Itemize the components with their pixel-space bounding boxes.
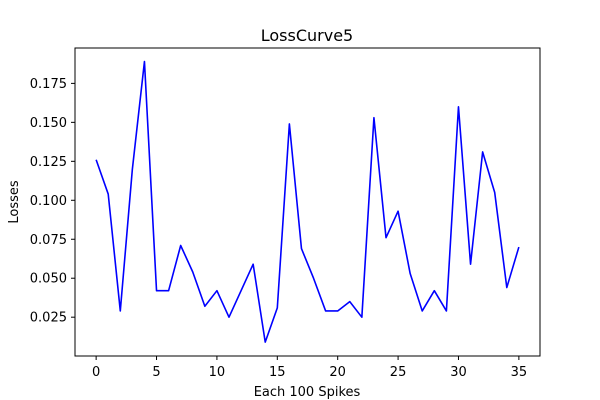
y-tick-label: 0.125 [30,155,67,170]
y-tick-label: 0.175 [30,77,67,92]
x-tick-label: 35 [511,365,528,380]
y-tick-label: 0.050 [30,272,67,287]
x-axis-label: Each 100 Spikes [254,385,361,400]
x-tick-label: 25 [390,365,407,380]
x-tick-label: 15 [269,365,286,380]
x-tick-label: 10 [209,365,226,380]
x-tick-label: 5 [152,365,160,380]
plot-area [95,60,520,343]
y-tick-label: 0.025 [30,311,67,326]
y-tick-label: 0.150 [30,116,67,131]
plot-frame [74,47,541,357]
y-axis-label: Losses [7,180,22,224]
y-tick-label: 0.100 [30,194,67,209]
x-tick-label: 0 [92,365,100,380]
chart-title: LossCurve5 [261,26,353,45]
x-axis: 0 5 10 15 20 25 30 35 [92,356,527,380]
x-tick-label: 30 [450,365,467,380]
loss-series-line [95,60,520,343]
y-tick-label: 0.075 [30,233,67,248]
y-axis: 0.025 0.050 0.075 0.100 0.125 0.150 0.175 [30,77,75,326]
x-tick-label: 20 [329,365,346,380]
